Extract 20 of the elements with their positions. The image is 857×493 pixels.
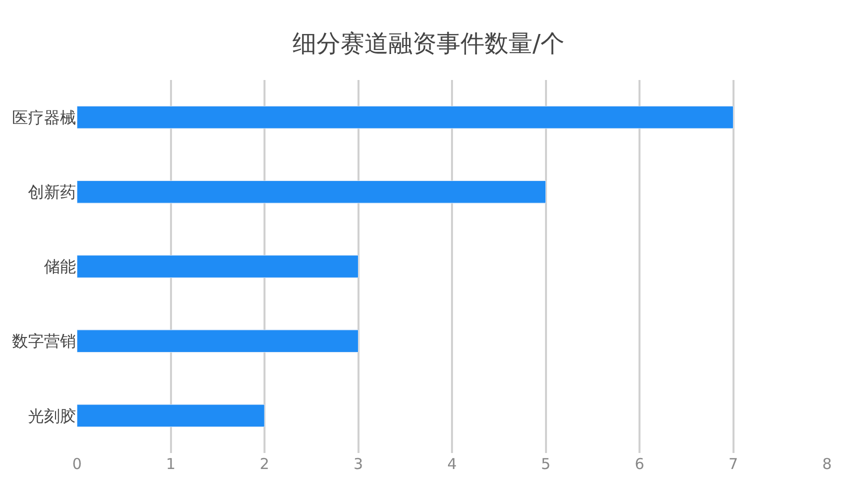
x-tick-label: 0 bbox=[72, 455, 82, 473]
x-tick-label: 1 bbox=[166, 455, 176, 473]
y-tick-label: 光刻胶 bbox=[28, 406, 76, 426]
chart-title: 细分赛道融资事件数量/个 bbox=[292, 29, 565, 58]
x-tick-label: 4 bbox=[447, 455, 457, 473]
y-tick-label: 数字营销 bbox=[12, 332, 76, 351]
x-tick-label: 5 bbox=[540, 455, 551, 473]
x-tick-label: 7 bbox=[728, 455, 738, 473]
x-tick-label: 8 bbox=[822, 455, 832, 473]
bar bbox=[77, 404, 265, 428]
bar bbox=[77, 255, 358, 278]
bar bbox=[77, 330, 358, 353]
x-tick-label: 2 bbox=[260, 455, 270, 473]
bar bbox=[77, 106, 734, 129]
bar bbox=[77, 180, 546, 204]
x-tick-label: 3 bbox=[353, 455, 364, 473]
y-tick-label: 创新药 bbox=[28, 182, 76, 202]
y-tick-label: 储能 bbox=[44, 257, 76, 276]
y-tick-label: 医疗器械 bbox=[12, 108, 76, 127]
x-tick-label: 6 bbox=[634, 455, 644, 473]
